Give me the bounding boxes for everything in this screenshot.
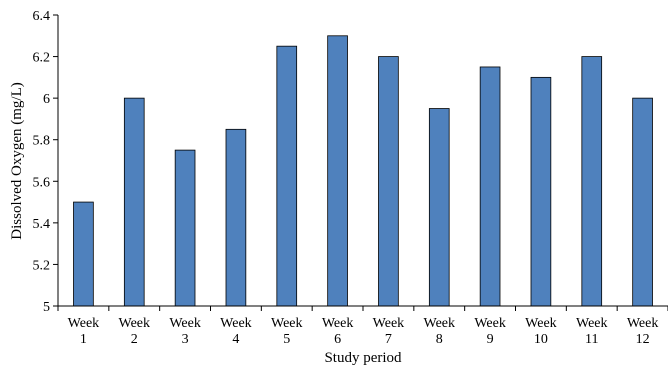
bar-week-10 (530, 76, 552, 307)
x-tick-label-line2: 12 (636, 332, 650, 347)
x-tick-label-line2: 3 (182, 332, 189, 347)
y-tick-label: 6.4 (33, 9, 51, 24)
y-tick-label: 5 (43, 300, 50, 315)
x-tick-label-line1: Week (474, 316, 506, 331)
x-tick-label-line2: 5 (283, 332, 290, 347)
y-tick-label: 5.6 (33, 175, 51, 190)
bar-week-4 (225, 128, 247, 307)
x-tick-label-line1: Week (271, 316, 303, 331)
x-tick-label-line1: Week (322, 316, 354, 331)
x-tick-label-line2: 1 (80, 332, 87, 347)
x-tick-label-line1: Week (576, 316, 608, 331)
bar-week-8 (428, 108, 450, 307)
y-tick-label: 6.2 (33, 51, 51, 66)
x-tick-label-line2: 7 (385, 332, 392, 347)
x-tick-label-line1: Week (118, 316, 150, 331)
bar-week-12 (632, 97, 653, 307)
x-tick-label-line1: Week (169, 316, 201, 331)
bar-week-2 (123, 97, 145, 307)
x-tick-label-line1: Week (373, 316, 405, 331)
x-tick-label-line2: 4 (232, 332, 239, 347)
y-tick-label: 5.8 (33, 134, 51, 149)
x-tick-label-line1: Week (627, 316, 659, 331)
x-axis-title: Study period (324, 350, 402, 366)
bar-week-1 (73, 201, 94, 307)
y-tick-label: 5.4 (33, 217, 51, 232)
x-tick-label-line1: Week (68, 316, 100, 331)
x-tick-label-line2: 9 (487, 332, 494, 347)
x-tick-label-line2: 2 (131, 332, 138, 347)
bar-week-5 (276, 45, 298, 307)
bar-week-9 (479, 66, 501, 307)
plot-area: 55.25.45.65.866.26.4Week1Week2Week3Week4… (33, 9, 668, 347)
y-tick-label: 5.2 (33, 258, 51, 273)
y-axis-title: Dissolved Oxygen (mg/L) (9, 82, 25, 239)
x-tick-label-line1: Week (220, 316, 252, 331)
bar-week-3 (174, 149, 196, 307)
x-tick-label-line2: 8 (436, 332, 443, 347)
bar-week-6 (327, 35, 348, 307)
x-tick-label-line2: 10 (534, 332, 548, 347)
y-tick-label: 6 (43, 92, 50, 107)
x-tick-label-line1: Week (423, 316, 455, 331)
bar-week-7 (378, 56, 399, 307)
bar-week-11 (581, 56, 603, 307)
x-tick-label-line2: 11 (585, 332, 598, 347)
x-tick-label-line1: Week (525, 316, 557, 331)
x-tick-label-line2: 6 (334, 332, 341, 347)
